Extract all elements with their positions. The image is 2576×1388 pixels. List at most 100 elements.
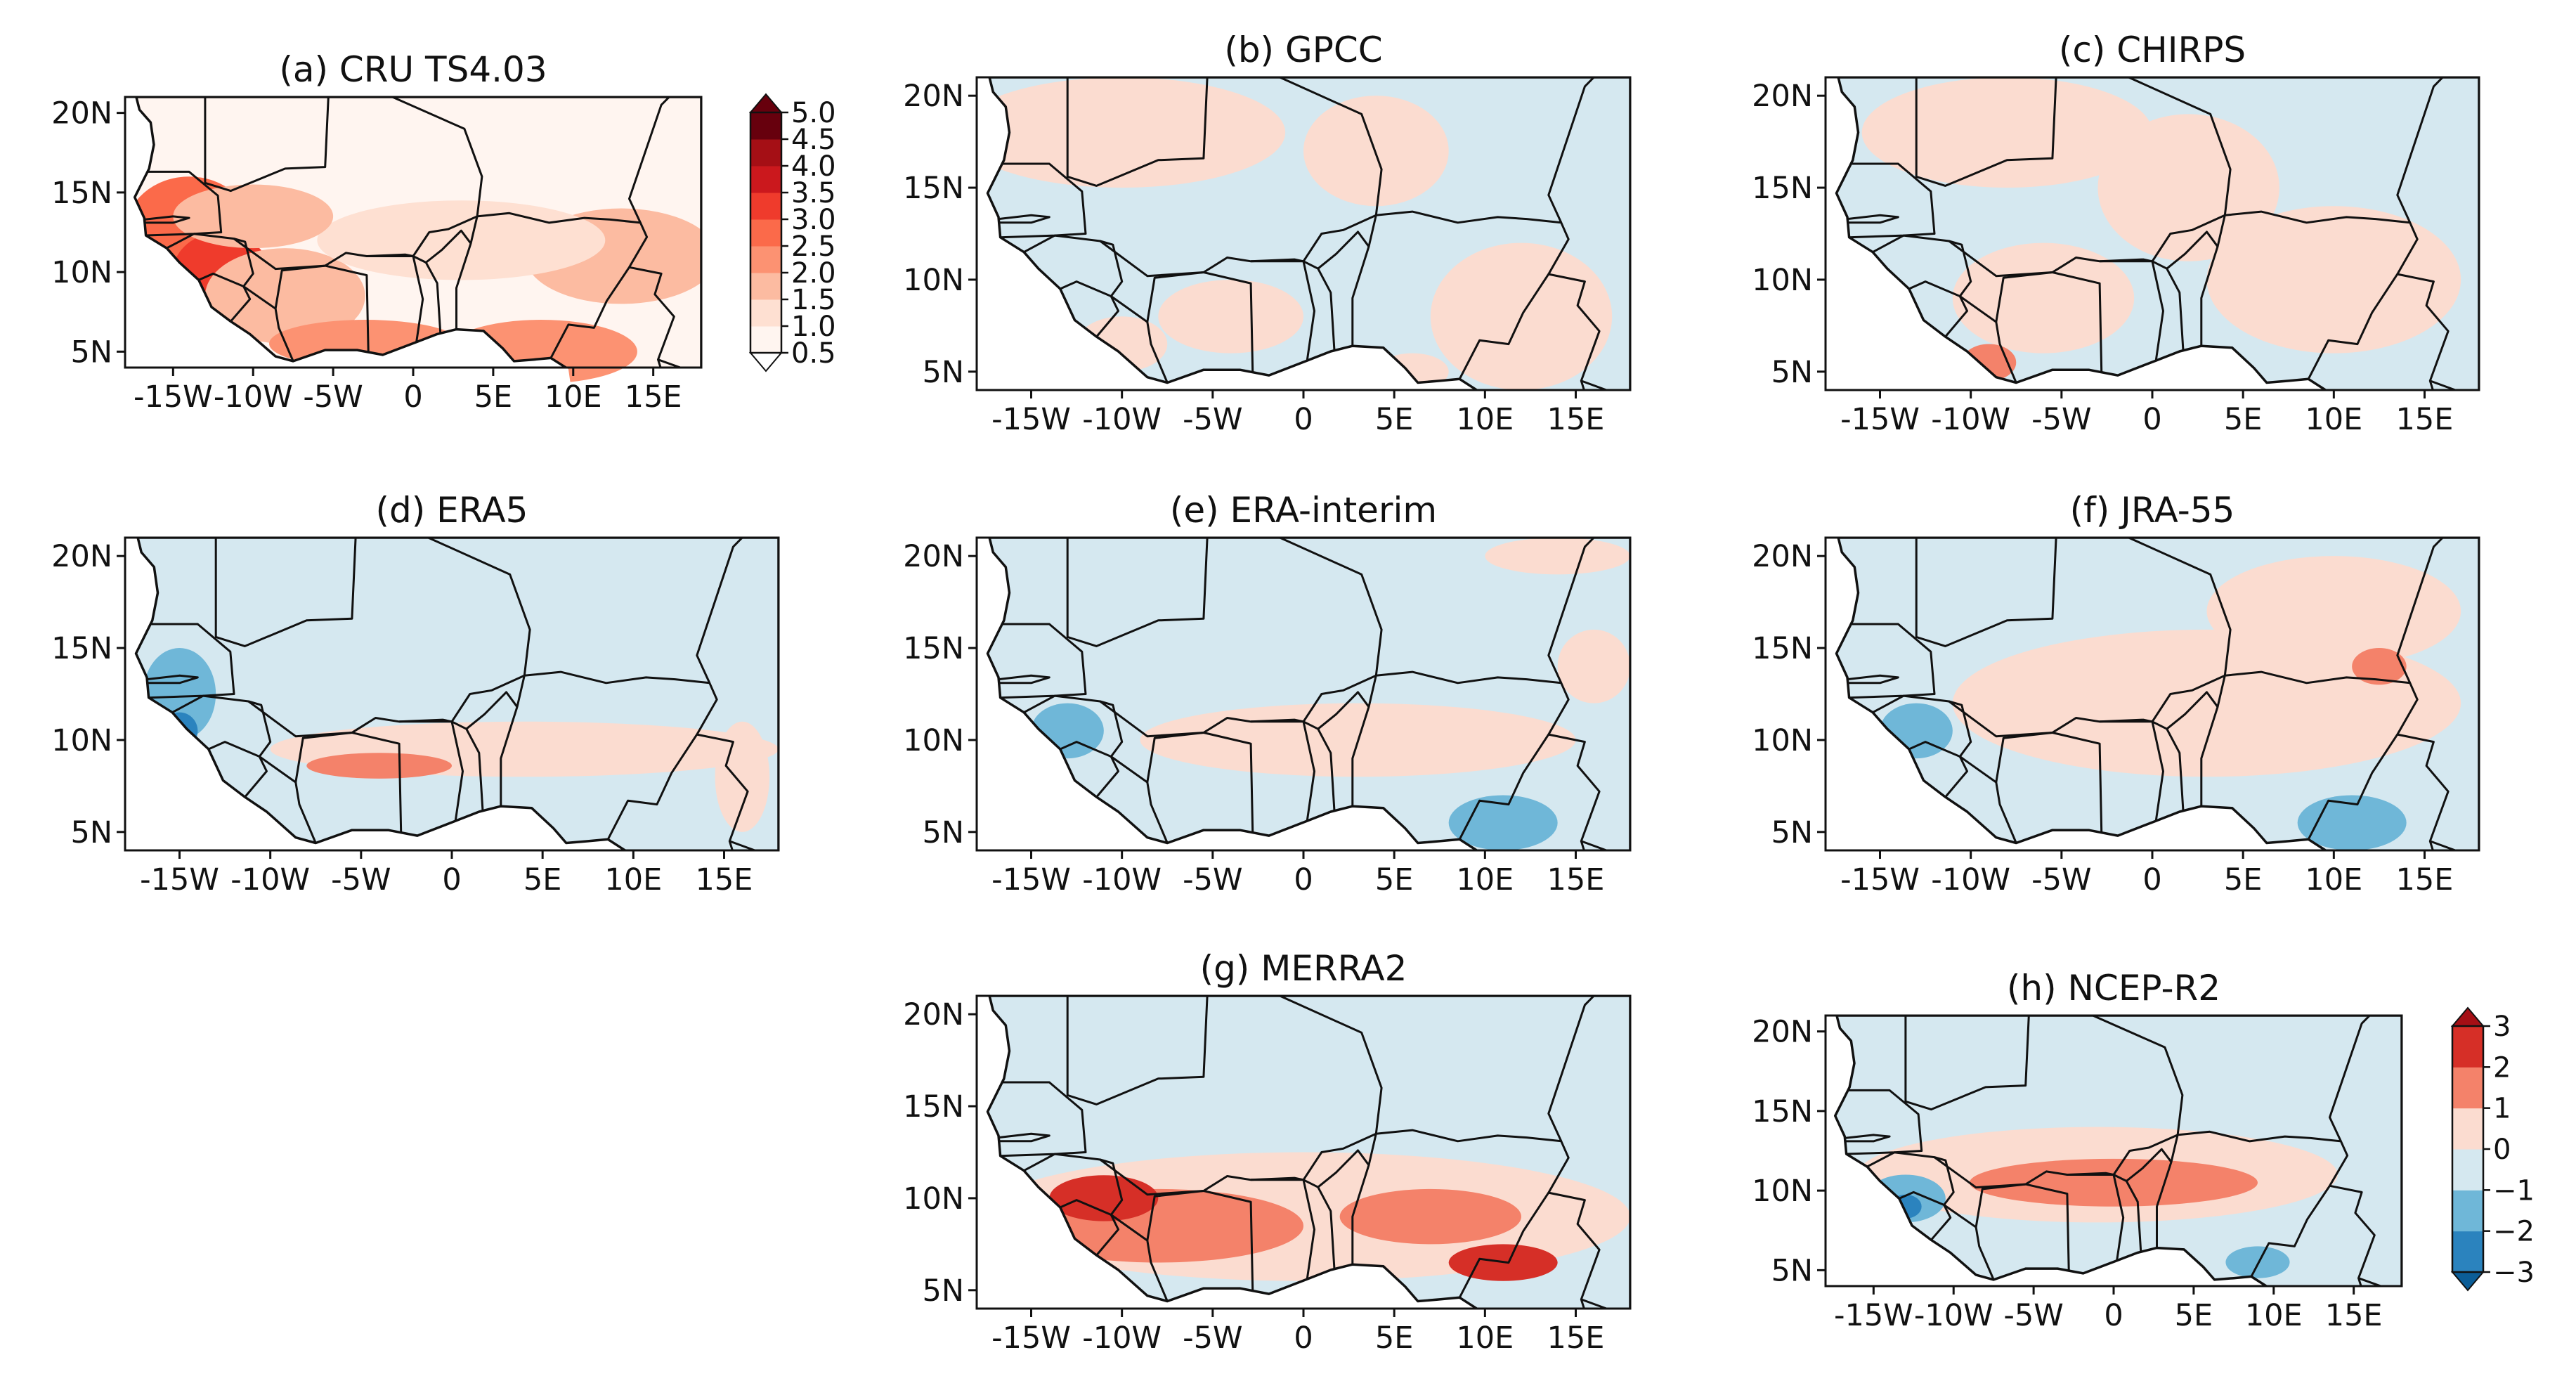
border-g-5 (1110, 1214, 1169, 1302)
ytick-label: 5N (70, 335, 112, 370)
field-layer-a (134, 97, 701, 384)
border-h-9 (2112, 1174, 2125, 1261)
border-a-12 (628, 97, 670, 223)
border-e-12 (1547, 538, 1595, 684)
border-a-9 (412, 256, 424, 343)
field-blob-f-2 (2352, 648, 2407, 685)
field-blob-g-3 (1339, 1188, 1521, 1245)
xtick-label: 15E (2325, 1298, 2383, 1333)
border-h-7 (1934, 1016, 2184, 1189)
border-g-3 (1023, 1153, 1124, 1216)
colorbar-segment (750, 219, 781, 247)
border-c-12 (2396, 77, 2444, 223)
border-e-13 (1548, 733, 1601, 850)
colorbar-extend-low (2450, 1271, 2485, 1292)
colorbar-segment (750, 246, 781, 273)
coastline-f (1835, 538, 2479, 850)
colorbar-tick-label: 1 (2493, 1093, 2511, 1125)
border-e-5 (1110, 755, 1169, 844)
colorbar-tick-label: 3.5 (791, 177, 836, 209)
xtick-label: 5E (1375, 1321, 1414, 1356)
border-h-10 (2126, 1148, 2173, 1248)
border-g-13 (1548, 1191, 1601, 1309)
border-f-12 (2396, 538, 2444, 684)
colorbar-tick-label: 1.5 (791, 284, 836, 316)
xtick-label: -15W (1840, 402, 1920, 437)
border-g-4 (1095, 1214, 1119, 1257)
border-h-1 (1846, 1089, 1923, 1155)
colorbar-segment (2452, 1231, 2483, 1273)
xtick-label: -10W (1931, 862, 2010, 897)
xtick-label: 10E (545, 380, 602, 415)
xtick-label: 10E (1456, 1321, 1514, 1356)
border-b-4 (1095, 295, 1119, 338)
colorbar-tick-label: 3.0 (791, 204, 836, 236)
xtick-label: 0 (1294, 1321, 1313, 1356)
colorbar-segment (750, 112, 781, 140)
border-a-15 (657, 358, 701, 368)
colorbar-seq: 0.51.01.52.02.53.03.54.04.55.0 (748, 93, 836, 372)
xtick-label: -15W (1834, 1298, 1913, 1333)
field-blob-a-9 (173, 184, 334, 249)
xtick-label: -10W (1082, 402, 1162, 437)
xtick-label: 15E (696, 862, 753, 897)
border-a-10 (425, 229, 472, 330)
ytick-label: 5N (1771, 815, 1813, 850)
border-h-15 (2357, 1277, 2402, 1286)
colorbar-segment (2452, 1026, 2483, 1068)
ytick-label: 15N (1752, 1094, 1813, 1129)
field-blob-g-2 (1049, 1175, 1159, 1221)
colorbar-tick-label: 0 (2493, 1134, 2511, 1166)
ytick-label: 15N (1752, 171, 1813, 206)
border-a-7 (233, 97, 483, 271)
border-d-2 (146, 674, 199, 685)
coastline-a (133, 97, 701, 368)
colorbar-frame (749, 111, 783, 354)
border-g-12 (1547, 996, 1595, 1142)
map-panel-e: (e) ERA-interim -15W -10W -5W 0 5E 10E 15E 5N 10N… (903, 490, 1632, 897)
geography-g (986, 996, 1630, 1309)
border-d-10 (465, 691, 519, 807)
border-d-1 (148, 623, 235, 699)
colorbar-segment (2452, 1108, 2483, 1150)
map-panel-b: (b) GPCC -15W -10W -5W 0 5E 10E 15E 5N 10N 15N 20N (903, 30, 1632, 437)
colorbar-segment (750, 166, 781, 193)
field-blob-d-1 (306, 753, 452, 779)
border-g-2 (998, 1132, 1050, 1143)
border-e-7 (1099, 538, 1383, 738)
border-b-0 (1066, 77, 1209, 187)
ytick-label: 15N (903, 1089, 964, 1124)
xtick-label: -10W (214, 380, 293, 415)
border-h-8 (2067, 1172, 2142, 1252)
border-b-13 (1548, 273, 1601, 390)
colorbar-segment (750, 273, 781, 300)
border-f-2 (1847, 674, 1899, 685)
field-blob-e-4 (1557, 629, 1630, 703)
border-e-2 (998, 674, 1050, 685)
field-blob-f-1 (2206, 556, 2461, 667)
ytick-label: 5N (1771, 355, 1813, 390)
border-g-0 (1066, 996, 1209, 1105)
field-blob-c-1 (2097, 114, 2279, 261)
ytick-label: 10N (1752, 1174, 1813, 1209)
border-f-9 (2151, 721, 2164, 822)
border-e-9 (1302, 721, 1315, 822)
border-f-7 (1948, 538, 2232, 738)
colorbar-segment (750, 193, 781, 220)
ytick-label: 10N (51, 723, 112, 758)
xtick-label: 0 (2104, 1298, 2123, 1333)
colorbar-tick-label: 3 (2493, 1011, 2511, 1043)
coastline-g (986, 996, 1630, 1309)
field-blob-a-4 (204, 248, 365, 344)
geography-f (1835, 538, 2479, 850)
xtick-label: -5W (1183, 1321, 1242, 1356)
xtick-label: 10E (2305, 862, 2362, 897)
border-c-15 (2429, 380, 2479, 390)
panel-title-d: (d) ERA5 (376, 490, 528, 531)
xtick-label: 0 (2142, 402, 2161, 437)
ytick-label: 20N (51, 96, 112, 131)
xtick-label: -5W (2031, 402, 2091, 437)
xtick-label: 5E (2224, 402, 2263, 437)
border-f-4 (1944, 755, 1968, 798)
